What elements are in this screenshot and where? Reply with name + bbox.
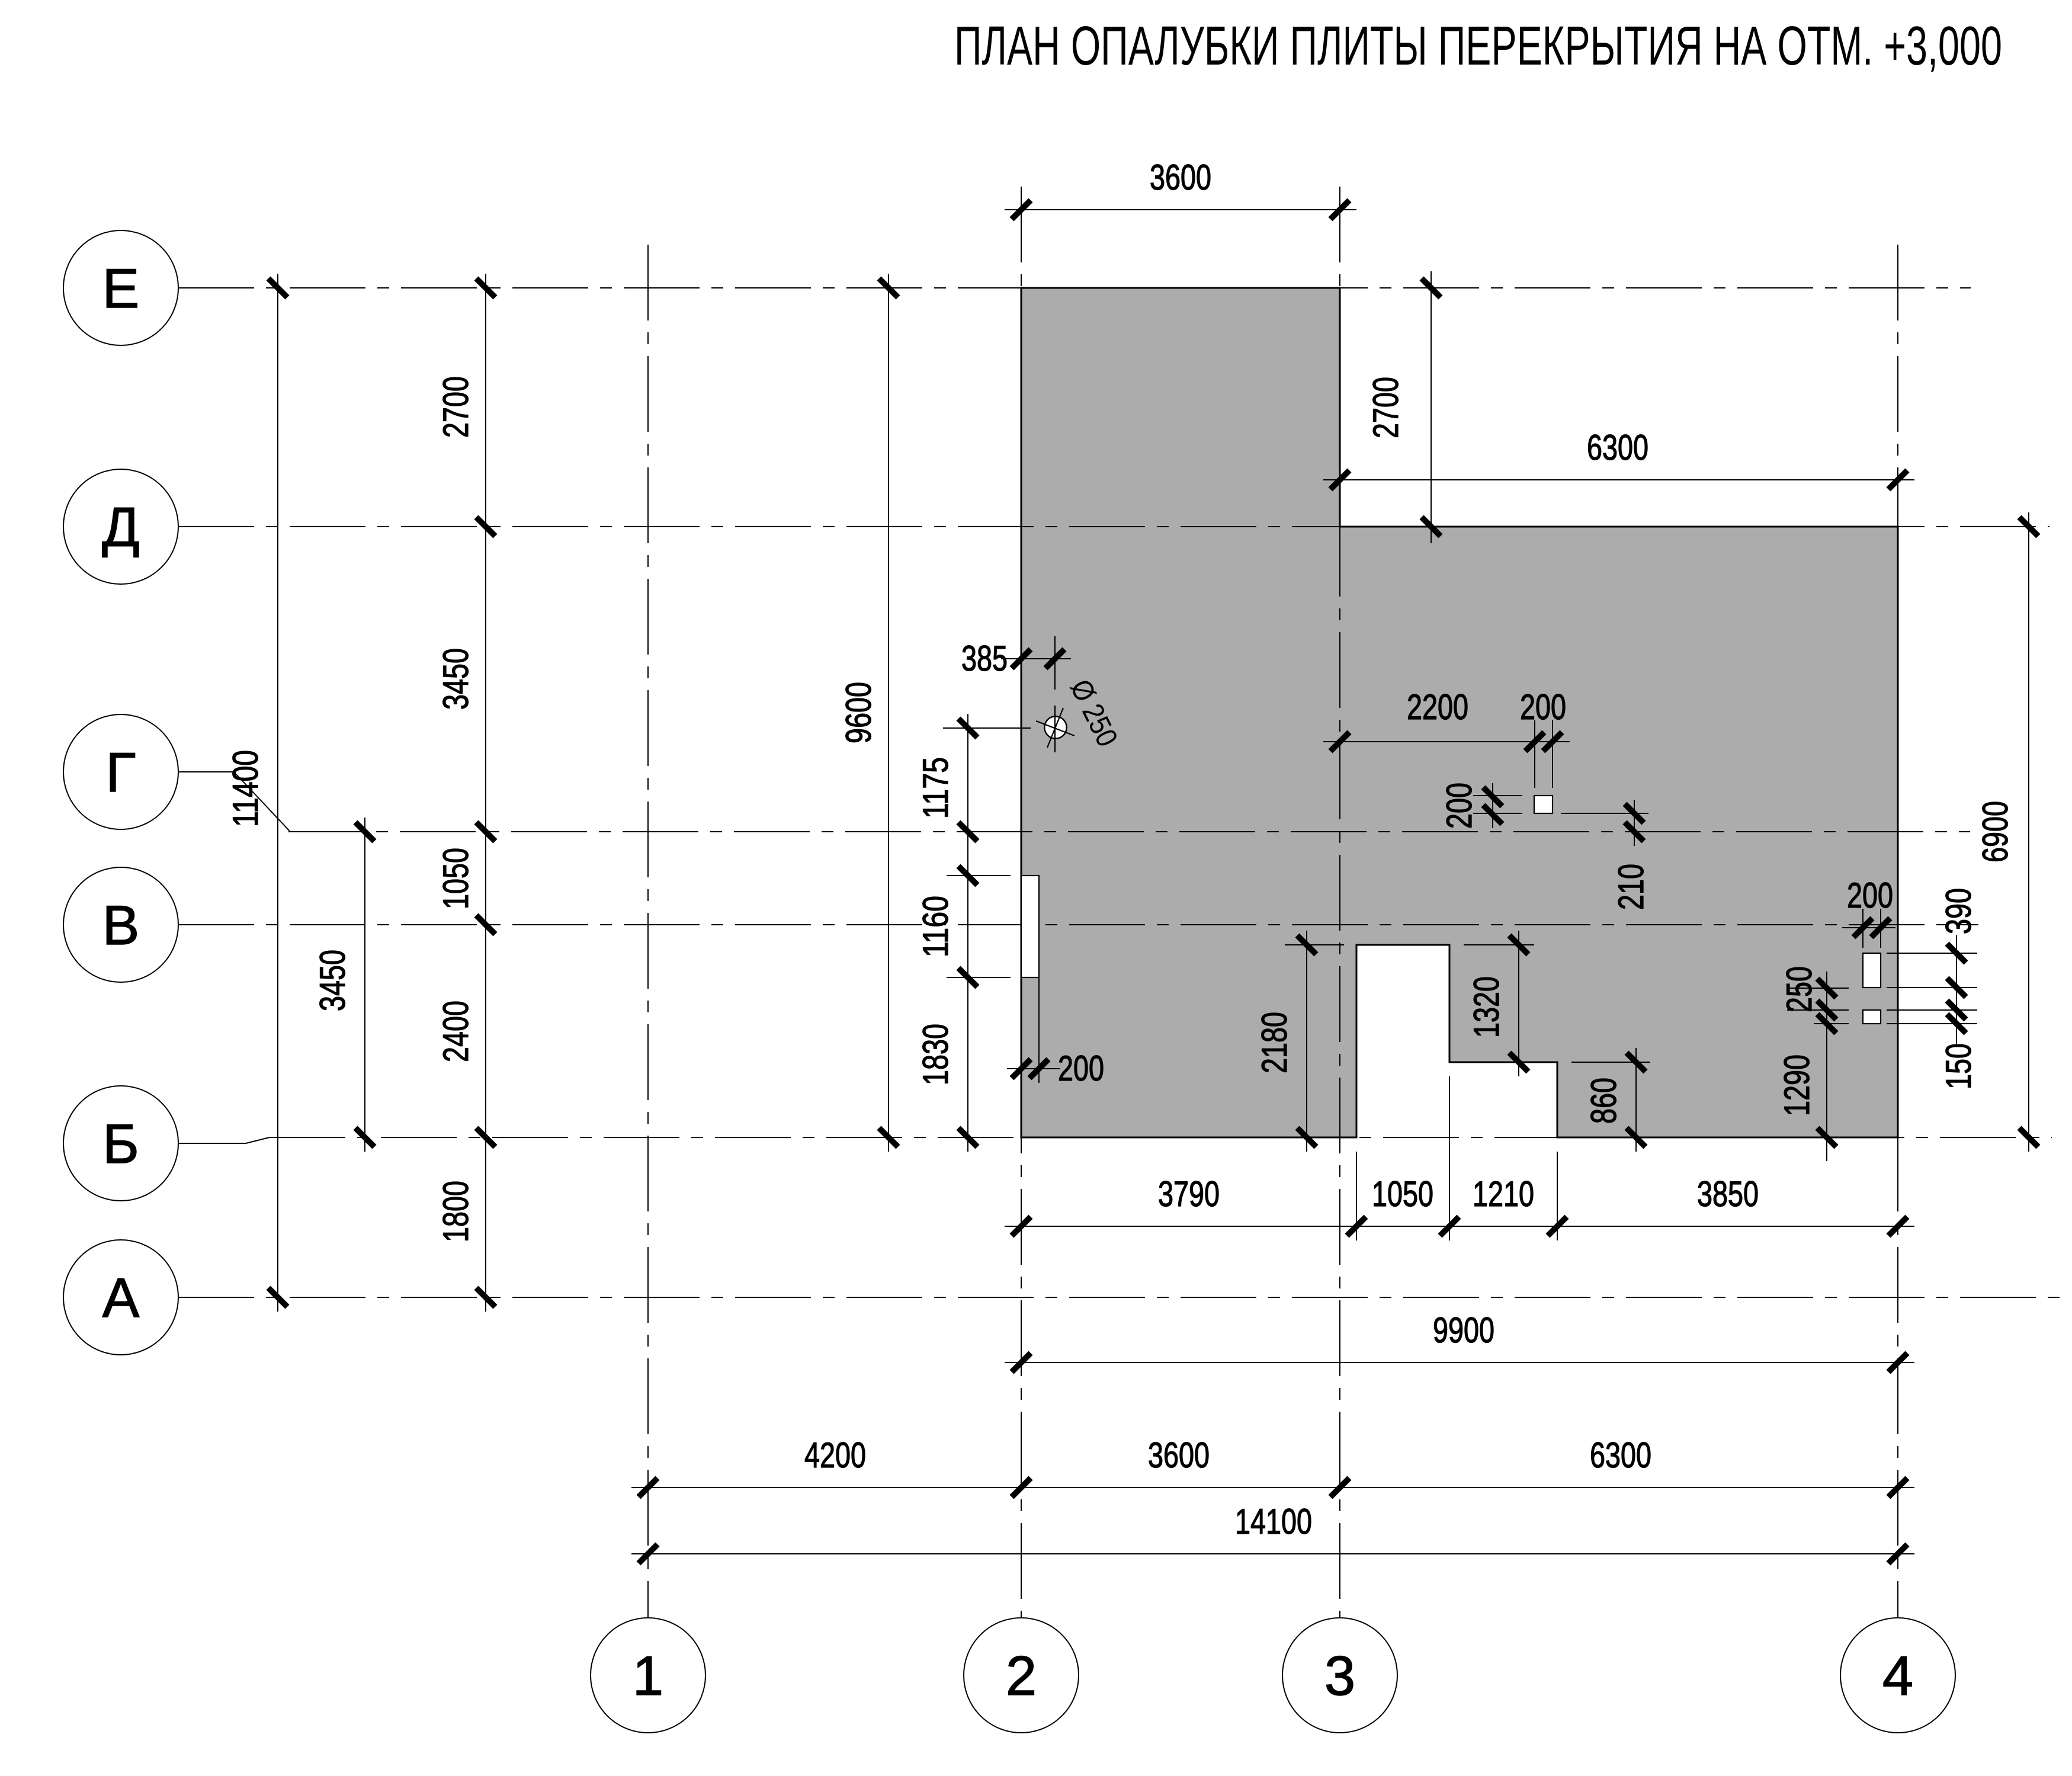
svg-text:200: 200 (1058, 1049, 1104, 1088)
svg-text:1830: 1830 (916, 1024, 955, 1085)
svg-text:150: 150 (1939, 1043, 1978, 1089)
svg-text:1050: 1050 (436, 848, 476, 909)
svg-text:6900: 6900 (1975, 801, 2015, 863)
svg-text:1: 1 (633, 1644, 663, 1707)
svg-text:1050: 1050 (1372, 1174, 1433, 1214)
svg-text:2200: 2200 (1407, 687, 1468, 727)
svg-text:200: 200 (1520, 687, 1566, 727)
svg-text:1800: 1800 (436, 1181, 476, 1242)
svg-text:9600: 9600 (839, 682, 878, 743)
svg-text:6300: 6300 (1590, 1435, 1651, 1475)
svg-text:4200: 4200 (804, 1435, 866, 1475)
svg-text:2400: 2400 (436, 1001, 476, 1062)
svg-text:2700: 2700 (1366, 377, 1406, 438)
svg-text:Е: Е (102, 257, 140, 319)
svg-text:3850: 3850 (1697, 1174, 1759, 1214)
svg-text:200: 200 (1847, 876, 1893, 915)
svg-text:3450: 3450 (313, 950, 352, 1011)
svg-text:1320: 1320 (1467, 976, 1506, 1038)
svg-text:1210: 1210 (1473, 1174, 1534, 1214)
svg-text:3450: 3450 (436, 648, 476, 710)
svg-text:14100: 14100 (1235, 1502, 1312, 1541)
svg-text:3: 3 (1324, 1644, 1355, 1707)
svg-text:210: 210 (1611, 864, 1651, 910)
svg-text:390: 390 (1939, 888, 1978, 934)
svg-text:Б: Б (102, 1113, 139, 1175)
svg-text:250: 250 (1779, 966, 1819, 1012)
svg-text:9900: 9900 (1433, 1310, 1494, 1350)
svg-text:3600: 3600 (1148, 1435, 1210, 1475)
svg-text:ПЛАН ОПАЛУБКИ ПЛИТЫ ПЕРЕКРЫТИЯ: ПЛАН ОПАЛУБКИ ПЛИТЫ ПЕРЕКРЫТИЯ НА ОТМ. +… (954, 15, 2002, 76)
svg-text:2: 2 (1006, 1644, 1037, 1707)
svg-text:1290: 1290 (1777, 1054, 1817, 1116)
svg-text:Г: Г (106, 741, 136, 803)
svg-text:1175: 1175 (916, 757, 955, 819)
svg-text:385: 385 (961, 639, 1008, 678)
svg-text:А: А (102, 1267, 140, 1329)
svg-text:2700: 2700 (436, 376, 476, 438)
svg-text:3600: 3600 (1150, 158, 1211, 197)
svg-text:Д: Д (102, 496, 140, 558)
svg-text:11400: 11400 (226, 750, 265, 827)
svg-text:4: 4 (1882, 1644, 1913, 1707)
svg-text:В: В (102, 894, 140, 956)
svg-text:1160: 1160 (916, 896, 955, 957)
svg-text:200: 200 (1439, 783, 1479, 829)
svg-text:860: 860 (1584, 1078, 1624, 1124)
svg-text:3790: 3790 (1158, 1174, 1220, 1214)
svg-text:6300: 6300 (1587, 428, 1648, 467)
svg-text:2180: 2180 (1255, 1012, 1294, 1073)
